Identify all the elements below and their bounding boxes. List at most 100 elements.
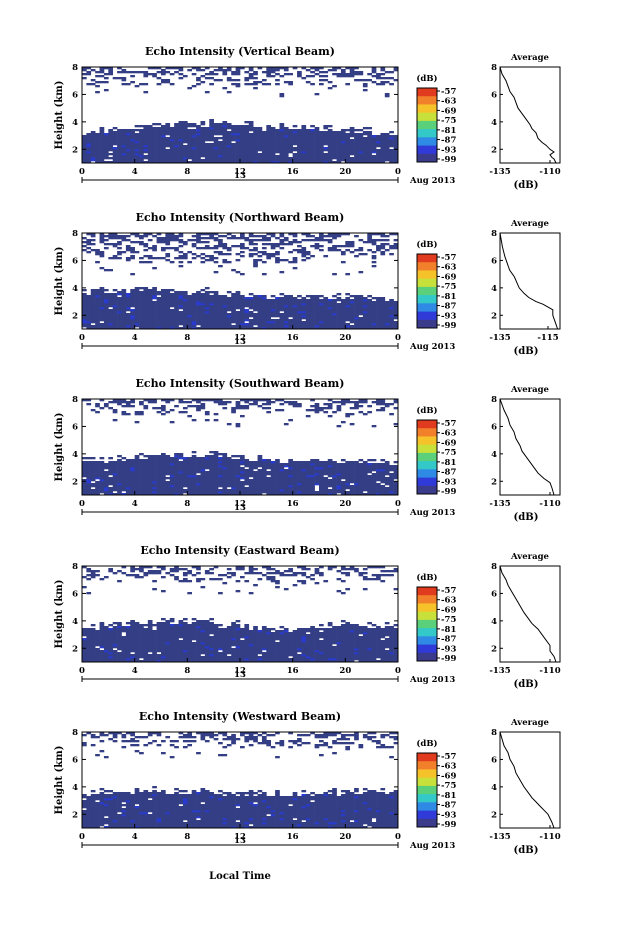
heatmap-cell [86,299,92,302]
heatmap-cell [362,139,368,142]
heatmap-cell [161,73,166,76]
heatmap-cell [169,67,175,70]
heatmap-cell [204,147,210,150]
heatmap-cell [248,403,254,406]
heatmap-cell [152,319,157,322]
heatmap-cell [371,493,377,496]
heatmap-cell [174,247,179,250]
heatmap-cell [270,141,276,144]
heatmap-cell [231,155,236,158]
heatmap-cell [297,305,302,308]
heatmap-cell [349,315,355,318]
heatmap-cell [95,632,100,635]
heatmap-cell [340,489,346,492]
heatmap-cell [108,129,114,132]
heatmap-cell [209,159,214,162]
heatmap-cell [319,235,324,238]
heatmap-cell [187,493,193,496]
heatmap-cell [266,243,272,246]
heatmap-cell [345,485,351,488]
heatmap-cell [389,487,394,490]
heatmap-cell [305,251,311,254]
heatmap-cell [209,317,214,320]
heatmap-cell [253,137,258,140]
heatmap-cell [161,239,166,242]
heatmap-cell [380,83,386,86]
heatmap-cell [200,325,206,328]
heatmap-cell [275,493,280,496]
heatmap-cell [235,141,241,144]
heatmap-cell [389,159,394,162]
heatmap-cell [90,479,96,482]
heatmap-cell [248,137,254,140]
heatmap-cell [362,481,368,484]
heatmap-cell [165,255,171,258]
heatmap-cell [147,315,153,318]
colorbar-swatch [417,104,437,114]
heatmap-cell [143,233,149,236]
heatmap-cell [275,481,280,484]
heatmap-cell [235,79,241,82]
heatmap-cell [218,485,223,488]
heatmap-cell [82,307,87,310]
heatmap-cell [354,479,359,482]
heatmap-cell [389,465,394,468]
heatmap-cell [226,67,232,70]
heatmap-cell [108,161,114,164]
heatmap-cell [147,125,153,128]
heatmap-cell [253,309,258,312]
heatmap-cell [196,145,201,148]
heatmap-cell [222,477,228,480]
heatmap-cell [117,291,122,294]
heatmap-cell [279,233,285,236]
heatmap-cell [235,479,241,482]
heatmap-cell [82,634,87,637]
heatmap-cell [319,249,324,252]
heatmap-cell [362,487,368,490]
heatmap-cell [125,303,131,306]
heatmap-cell [112,133,118,136]
heatmap-cell [182,75,188,78]
heatmap-cell [152,407,157,410]
heatmap-cell [305,303,311,306]
heatmap-cell [130,155,135,158]
heatmap-cell [121,457,127,460]
heatmap-cell [288,467,293,470]
heatmap-cell [204,145,210,148]
heatmap-cell [130,321,135,324]
heatmap-cell [354,489,359,492]
heatmap-cell [275,487,280,490]
heatmap-cell [305,159,311,162]
heatmap-cell [248,83,254,86]
heatmap-cell [169,459,175,462]
heatmap-cell [196,133,201,136]
heatmap-cell [349,69,355,72]
heatmap-cell [292,141,298,144]
heatmap-cell [103,149,109,152]
heatmap-cell [99,307,105,310]
heatmap-cell [336,161,342,164]
heatmap-cell [253,483,258,486]
heatmap-cell [235,271,241,274]
heatmap-cell [240,247,245,250]
heatmap-cell [139,453,144,456]
heatmap-cell [248,135,254,138]
heatmap-cell [301,313,307,316]
heatmap-cell [182,293,188,296]
heatmap-cell [358,479,364,482]
heatmap-cell [112,465,118,468]
heatmap-cell [288,301,293,304]
heatmap-cell [112,317,118,320]
heatmap-cell [358,493,364,496]
heatmap-cell [332,475,337,478]
heatmap-cell [174,161,179,164]
heatmap-cell [314,481,320,484]
heatmap-cell [279,491,285,494]
heatmap-cell [283,243,289,246]
heatmap-cell [314,135,320,138]
heatmap-cell [297,323,302,326]
heatmap-cell [345,73,351,76]
heatmap-cell [235,311,241,314]
average-profile-line [499,398,555,496]
heatmap-cell [367,313,372,316]
